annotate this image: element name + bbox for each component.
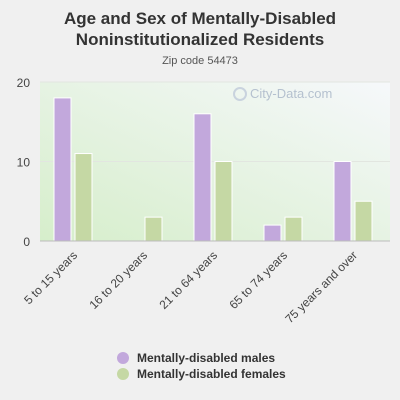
legend: Mentally-disabled males Mentally-disable…	[117, 350, 286, 382]
legend-swatch-females	[117, 368, 129, 380]
bar-females[interactable]	[354, 200, 373, 242]
x-tick-label: 65 to 74 years	[226, 248, 290, 312]
legend-label-females: Mentally-disabled females	[137, 367, 286, 381]
bar-females[interactable]	[284, 216, 303, 242]
watermark-icon	[233, 87, 247, 101]
y-tick-label: 10	[17, 156, 31, 170]
bar-females[interactable]	[74, 153, 93, 242]
bar-males[interactable]	[53, 97, 72, 242]
x-tick-label: 16 to 20 years	[86, 248, 150, 312]
bar-males[interactable]	[263, 224, 282, 242]
chart-subtitle: Zip code 54473	[162, 55, 238, 67]
watermark-text: City-Data.com	[250, 86, 332, 101]
bar-females[interactable]	[144, 216, 163, 242]
legend-label-males: Mentally-disabled males	[137, 351, 276, 365]
x-tick-label: 5 to 15 years	[21, 248, 80, 307]
bar-females[interactable]	[214, 161, 233, 242]
legend-item-females: Mentally-disabled females	[117, 366, 286, 382]
bar-males[interactable]	[193, 113, 212, 242]
y-tick-label: 20	[17, 76, 31, 90]
bar-males[interactable]	[333, 161, 352, 242]
legend-item-males: Mentally-disabled males	[117, 350, 286, 366]
chart-title: Age and Sex of Mentally-Disabled Noninst…	[63, 9, 337, 49]
legend-swatch-males	[117, 352, 129, 364]
y-tick-label: 0	[23, 235, 30, 249]
watermark: City-Data.com	[233, 86, 332, 101]
x-tick-label: 21 to 64 years	[156, 248, 220, 312]
x-tick-label: 75 years and over	[282, 248, 360, 326]
